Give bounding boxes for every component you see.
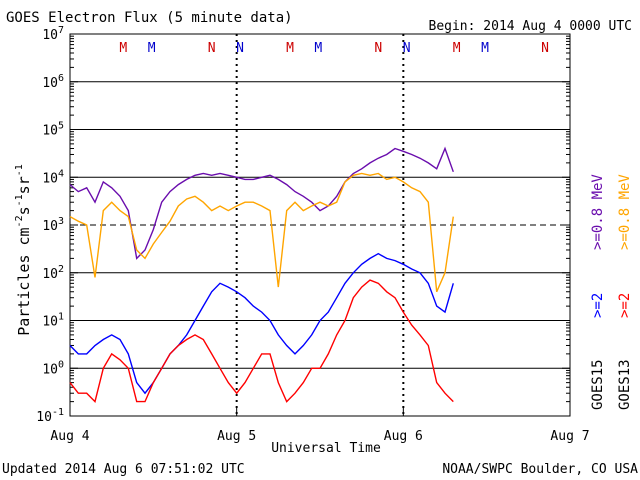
legend-entry: >=2 <box>590 293 606 318</box>
marker-label: N <box>236 41 244 56</box>
x-tick-label: Aug 5 <box>217 429 256 444</box>
marker-label: M <box>148 41 156 56</box>
series-lines <box>69 146 454 403</box>
y-axis-label: Particles cm-2s-1sr-1 <box>14 164 33 336</box>
grid-lines <box>70 34 570 416</box>
legend-entry: >=0.8 MeV <box>590 174 606 250</box>
series-line-3 <box>69 279 454 403</box>
begin-time-label: Begin: 2014 Aug 4 0000 UTC <box>429 19 633 34</box>
legend-entry: >=2 <box>617 293 633 318</box>
y-tick-label: 104 <box>42 168 64 186</box>
y-tick-label: 102 <box>42 264 64 282</box>
series-line-1 <box>69 172 454 293</box>
x-axis-tick-labels: Aug 4 Aug 5 Aug 6 Aug 7 <box>50 408 590 444</box>
marker-label: M <box>119 41 127 56</box>
x-tick-label: Aug 7 <box>550 429 589 444</box>
series-line-0 <box>69 146 454 260</box>
marker-label: M <box>286 41 294 56</box>
legend-entry: GOES15 <box>590 359 606 410</box>
marker-label: M <box>453 41 461 56</box>
marker-label: N <box>541 41 549 56</box>
marker-label: M <box>481 41 489 56</box>
credit-label: NOAA/SWPC Boulder, CO USA <box>442 462 638 477</box>
y-axis-tick-labels: 10-1 100 101 102 103 104 105 106 107 <box>36 25 570 425</box>
y-tick-label: 10-1 <box>36 407 64 425</box>
y-tick-label: 107 <box>42 25 64 43</box>
y-axis-label-text: Particles cm-2s-1sr-1 <box>14 164 33 336</box>
x-axis-label: Universal Time <box>271 441 381 456</box>
y-tick-label: 106 <box>42 73 64 91</box>
marker-label: N <box>403 41 411 56</box>
y-tick-label: 101 <box>42 312 64 330</box>
series-line-2 <box>69 252 454 395</box>
y-tick-label: 100 <box>42 359 64 377</box>
marker-label: M <box>314 41 322 56</box>
marker-label: N <box>208 41 216 56</box>
y-tick-label: 103 <box>42 216 64 234</box>
legend: >=0.8 MeV >=0.8 MeV >=2 >=2 GOES15 GOES13 <box>590 174 633 410</box>
chart-title: GOES Electron Flux (5 minute data) <box>6 10 293 26</box>
x-tick-label: Aug 6 <box>384 429 423 444</box>
legend-entry: GOES13 <box>617 359 633 410</box>
marker-label: N <box>374 41 382 56</box>
x-tick-label: Aug 4 <box>50 429 89 444</box>
legend-entry: >=0.8 MeV <box>617 174 633 250</box>
y-tick-label: 105 <box>42 121 64 139</box>
updated-timestamp: Updated 2014 Aug 6 07:51:02 UTC <box>2 462 245 477</box>
